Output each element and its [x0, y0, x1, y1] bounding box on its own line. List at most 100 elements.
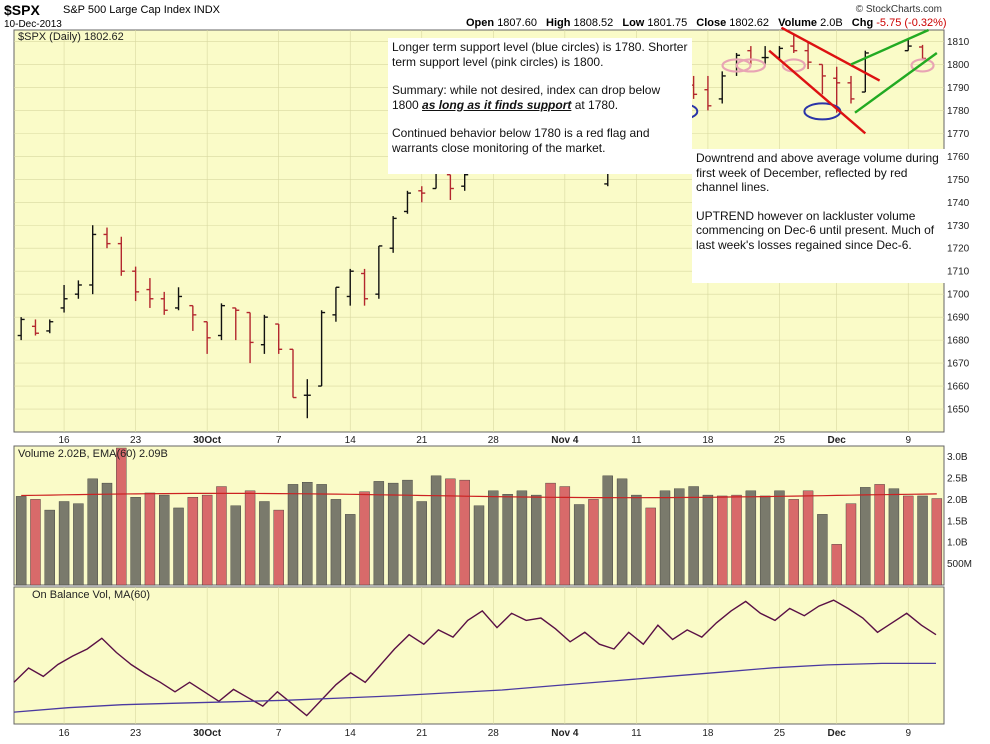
volume-bar: [287, 484, 299, 586]
price-axis-label: 1750: [947, 175, 970, 186]
obv-date-label: 14: [345, 728, 357, 739]
volume-bar: [416, 501, 427, 586]
volume-bar: [116, 447, 127, 586]
price-date-label: Dec: [828, 435, 847, 446]
volume-bar: [187, 497, 199, 586]
price-date-label: 7: [276, 435, 282, 446]
volume-bar: [917, 495, 928, 586]
volume-axis-label: 2.0B: [947, 495, 968, 506]
note-summary: Summary: while not desired, index can dr…: [392, 83, 688, 112]
volume-axis-label: 1.5B: [947, 516, 968, 527]
volume-bar: [817, 514, 828, 586]
close-value: 1802.62: [729, 17, 770, 29]
volume-bar: [130, 497, 141, 586]
note-summary-text: Summary: while not desired, index can dr…: [392, 83, 661, 112]
volume-bar: [430, 475, 442, 586]
volume-bar: [473, 505, 485, 586]
volume-bar: [259, 501, 270, 586]
price-date-label: 11: [631, 435, 642, 446]
brand-credit: © StockCharts.com: [855, 4, 942, 15]
volume-bar: [745, 490, 757, 586]
volume-bar: [359, 491, 370, 586]
obv-legend: On Balance Vol, MA(60): [32, 589, 150, 601]
price-date-label: Nov 4: [551, 435, 579, 446]
volume-bar: [717, 495, 728, 586]
red-channel-line-lower: [768, 49, 867, 135]
close-label: Close: [696, 17, 727, 29]
volume-axis-label: 1.0B: [947, 538, 968, 549]
volume-bar: [316, 484, 327, 586]
volume-bar: [516, 490, 528, 586]
volume-bar: [30, 499, 41, 586]
volume-bar: [101, 482, 113, 586]
volume-bar: [602, 475, 613, 586]
volume-bar: [58, 501, 70, 586]
green-channel-line-lower: [854, 52, 938, 114]
volume-axis-label: 3.0B: [947, 452, 968, 463]
volume-bar: [659, 490, 671, 586]
index-full-name: S&P 500 Large Cap Index: [63, 4, 191, 16]
price-date-label: 9: [905, 435, 911, 446]
pink-support-circle: [721, 58, 752, 73]
change-value: -5.75 (-0.32%): [876, 17, 947, 29]
price-axis-label: 1740: [947, 198, 970, 209]
low-label: Low: [622, 17, 645, 29]
price-date-label: 28: [488, 435, 500, 446]
volume-bar: [373, 481, 385, 586]
volume-bar: [173, 507, 184, 586]
volume-bar: [860, 487, 871, 586]
green-channel-line-upper: [850, 28, 930, 66]
obv-date-label: 16: [59, 728, 71, 739]
ticker-symbol: $SPX: [4, 2, 40, 18]
chart-date: 10-Dec-2013: [4, 19, 62, 30]
index-name: S&P 500 Large Cap Index INDX: [63, 4, 220, 16]
volume-bar: [845, 503, 857, 586]
volume-bar: [573, 504, 585, 586]
volume-bar: [44, 509, 55, 586]
price-axis-label: 1720: [947, 244, 970, 255]
obv-date-label: 28: [488, 728, 500, 739]
price-axis-label: 1790: [947, 83, 970, 94]
volume-bar: [631, 494, 642, 586]
change-label: Chg: [851, 17, 874, 29]
volume-bar: [588, 499, 599, 586]
volume-ema-line: [21, 492, 937, 499]
volume-bar: [502, 494, 513, 586]
volume-bar: [559, 486, 571, 586]
obv-date-label: Nov 4: [551, 728, 579, 739]
pink-support-circle: [735, 58, 766, 73]
price-date-label: 25: [774, 435, 786, 446]
volume-bar: [759, 495, 771, 586]
open-value: 1807.60: [497, 17, 537, 29]
high-label: High: [546, 17, 571, 29]
quote-bar: Open 1807.60 High 1808.52 Low 1801.75 Cl…: [466, 17, 953, 29]
volume-bar: [330, 499, 342, 586]
price-date-label: 21: [416, 435, 428, 446]
volume-bar: [802, 490, 814, 586]
price-date-label: 14: [345, 435, 357, 446]
volume-panel: 3.0B 2.5B 2.0B 1.5B 1.0B 500M Volume 2.02B, EM…: [13, 445, 972, 586]
volume-bar: [201, 494, 213, 586]
volume-bar: [545, 482, 556, 586]
volume-bar: [445, 478, 456, 586]
volume-bar: [731, 494, 742, 586]
obv-date-label: 9: [905, 728, 911, 739]
volume-bar: [302, 482, 313, 586]
note-warning: Continued behavior below 1780 is a red f…: [392, 126, 650, 155]
volume-legend: Volume 2.02B, EMA(60) 2.09B: [18, 448, 168, 460]
price-axis-label: 1780: [947, 106, 970, 117]
volume-bar: [244, 490, 256, 586]
open-label: Open: [466, 17, 495, 29]
volume-bar: [888, 488, 900, 586]
volume-bar: [345, 514, 356, 586]
price-axis-label: 1690: [947, 313, 970, 324]
obv-date-label: Dec: [828, 728, 847, 739]
obv-ma-line: [13, 662, 936, 713]
volume-axis-label: 500M: [947, 559, 972, 570]
price-axis-label: 1770: [947, 129, 970, 140]
price-axis-label: 1680: [947, 336, 970, 347]
volume-bar: [87, 478, 98, 586]
price-date-label: 23: [130, 435, 142, 446]
exchange-label: INDX: [193, 4, 220, 16]
price-axis-label: 1810: [947, 37, 970, 48]
